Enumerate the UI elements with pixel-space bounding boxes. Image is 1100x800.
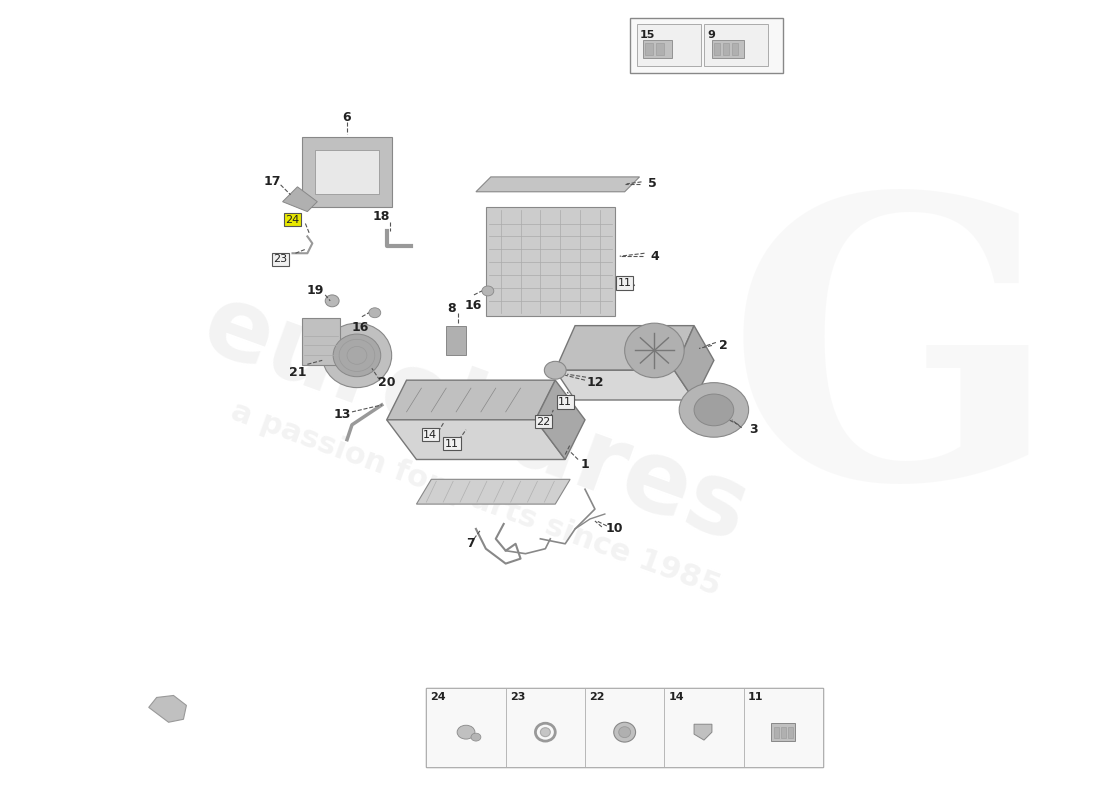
Bar	[486, 206, 615, 316]
Bar	[789, 727, 793, 738]
Bar	[723, 43, 729, 55]
Text: 12: 12	[586, 376, 604, 389]
Text: 8: 8	[447, 302, 455, 315]
Ellipse shape	[333, 334, 381, 377]
Ellipse shape	[326, 295, 339, 306]
Text: G: G	[726, 182, 1058, 558]
Ellipse shape	[368, 308, 381, 318]
Polygon shape	[556, 370, 694, 400]
Bar	[302, 138, 392, 206]
Text: 3: 3	[749, 423, 758, 436]
Text: 4: 4	[650, 250, 659, 262]
Ellipse shape	[618, 726, 630, 738]
Bar	[642, 40, 672, 58]
Bar	[771, 723, 795, 741]
Bar	[506, 687, 585, 767]
Polygon shape	[417, 479, 570, 504]
Polygon shape	[476, 177, 639, 192]
Polygon shape	[674, 326, 714, 400]
Ellipse shape	[458, 726, 475, 739]
Ellipse shape	[544, 362, 566, 379]
Ellipse shape	[625, 323, 684, 378]
Text: 11: 11	[446, 438, 459, 449]
Polygon shape	[387, 380, 556, 420]
Bar	[744, 687, 823, 767]
Bar	[704, 24, 769, 66]
Text: 9: 9	[707, 30, 715, 40]
Text: 14: 14	[424, 430, 438, 440]
Text: 22: 22	[536, 417, 550, 427]
Bar	[774, 727, 779, 738]
Ellipse shape	[482, 286, 494, 296]
Text: 2: 2	[719, 339, 728, 352]
Text: 14: 14	[669, 691, 684, 702]
Bar	[657, 43, 664, 55]
Ellipse shape	[694, 394, 734, 426]
Text: 21: 21	[288, 366, 306, 378]
Text: 16: 16	[464, 299, 482, 312]
Text: 15: 15	[639, 30, 654, 40]
Ellipse shape	[471, 733, 481, 741]
Bar	[427, 687, 823, 767]
Polygon shape	[148, 695, 186, 722]
Text: 24: 24	[430, 691, 446, 702]
Bar	[447, 326, 466, 355]
Ellipse shape	[322, 323, 392, 388]
Polygon shape	[694, 724, 712, 740]
Polygon shape	[536, 380, 585, 459]
Text: 13: 13	[333, 408, 351, 422]
Bar	[585, 687, 664, 767]
Ellipse shape	[614, 722, 636, 742]
Text: 5: 5	[648, 178, 657, 190]
Polygon shape	[556, 326, 694, 370]
Text: 20: 20	[378, 376, 395, 389]
Text: 23: 23	[274, 254, 288, 264]
Text: eurobares: eurobares	[190, 276, 761, 563]
Bar	[646, 43, 653, 55]
Bar	[302, 318, 340, 366]
Bar	[637, 24, 701, 66]
Bar	[629, 18, 783, 73]
Bar	[714, 43, 719, 55]
Text: a passion for parts since 1985: a passion for parts since 1985	[228, 397, 725, 602]
Bar	[427, 687, 506, 767]
Bar	[316, 150, 378, 194]
Polygon shape	[283, 187, 317, 212]
Polygon shape	[387, 420, 565, 459]
Text: 7: 7	[466, 538, 475, 550]
Text: 16: 16	[351, 321, 369, 334]
Bar	[712, 40, 744, 58]
Text: 24: 24	[285, 214, 299, 225]
Ellipse shape	[540, 728, 550, 737]
Bar	[732, 43, 738, 55]
Text: 23: 23	[509, 691, 525, 702]
Text: 10: 10	[606, 522, 624, 535]
Bar	[664, 687, 744, 767]
Text: 17: 17	[264, 175, 282, 188]
Text: 22: 22	[588, 691, 605, 702]
Text: 11: 11	[748, 691, 763, 702]
Text: 11: 11	[558, 397, 572, 407]
Text: 19: 19	[307, 285, 324, 298]
Text: 18: 18	[373, 210, 390, 223]
Bar	[781, 727, 786, 738]
Text: 1: 1	[581, 458, 590, 471]
Ellipse shape	[679, 382, 749, 437]
Text: 6: 6	[343, 111, 351, 124]
Text: 11: 11	[618, 278, 631, 288]
